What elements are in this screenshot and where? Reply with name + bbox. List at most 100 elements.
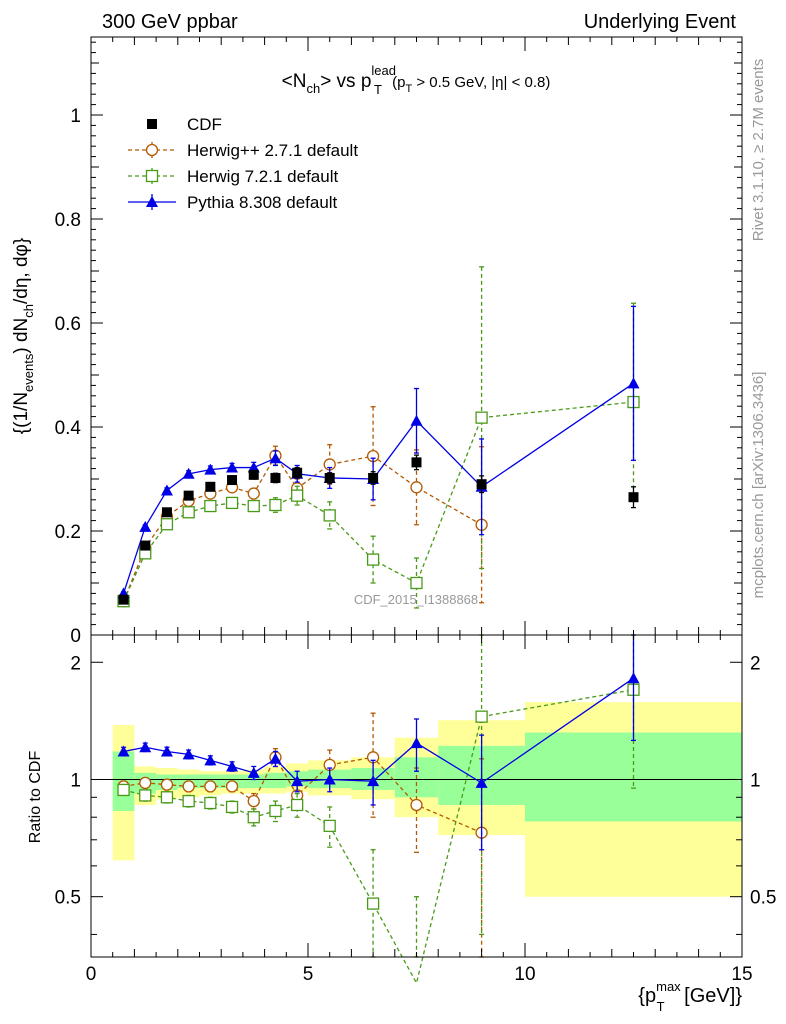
data-point-cdf (183, 490, 194, 501)
data-point-pythia-8-308-default (323, 773, 336, 785)
data-point-herwig-7-2-1-default (269, 498, 282, 512)
x-tick-label: 5 (303, 964, 314, 985)
rivet-version-label: Rivet 3.1.10, ≥ 2.7M events (750, 59, 767, 242)
legend-item-herwig-2-7-1-default: Herwig++ 2.7.1 default (128, 141, 358, 160)
legend-item-herwig-7-2-1-default: Herwig 7.2.1 default (128, 167, 338, 186)
mcplots-reference-label: mcplots.cern.ch [arXiv:1306.3436] (750, 372, 767, 599)
data-point-cdf (205, 481, 216, 492)
series-line-herwig-7-2-1-default (122, 401, 634, 602)
data-point-cdf (227, 475, 238, 486)
data-point-herwig-7-2-1-default (269, 804, 282, 818)
x-axis-label: {pmax T [GeV]} (638, 979, 742, 1014)
header-right-label: Underlying Event (584, 11, 737, 33)
data-point-herwig-7-2-1-default (323, 819, 336, 833)
main-y-tick-label: 0.2 (55, 522, 81, 543)
data-point-herwig-7-2-1-default (475, 411, 488, 424)
data-point-herwig-2-7-1-default (410, 798, 423, 812)
main-y-tick-label: 0 (70, 626, 81, 647)
data-point-cdf (118, 594, 129, 605)
data-point-herwig-7-2-1-default (160, 791, 174, 804)
main-y-tick-label: 0.4 (55, 418, 82, 439)
series-line-herwig-2-7-1-default (122, 454, 482, 602)
ratio-y-tick-label-right: 2 (750, 653, 761, 674)
data-point-herwig-7-2-1-default (204, 796, 217, 810)
legend-marker (145, 169, 159, 183)
data-point-herwig-7-2-1-default (366, 897, 380, 910)
main-plot-marks (117, 266, 640, 609)
ratio-y-tick-label-left: 0.5 (55, 888, 81, 909)
data-point-pythia-8-308-default (269, 752, 282, 764)
data-point-pythia-8-308-default (627, 377, 640, 389)
data-point-pythia-8-308-default (160, 484, 173, 496)
data-point-pythia-8-308-default (247, 766, 260, 778)
legend-label: Herwig 7.2.1 default (187, 167, 338, 186)
data-point-pythia-8-308-default (182, 467, 195, 479)
legend-label: Herwig++ 2.7.1 default (187, 141, 358, 160)
ratio-band-inner (264, 772, 287, 789)
main-y-axis-label: {(1/Nevents) dNch/dη, dφ} (11, 238, 36, 434)
data-point-pythia-8-308-default (410, 737, 423, 749)
data-point-herwig-7-2-1-default (475, 710, 488, 723)
data-point-pythia-8-308-default (367, 775, 380, 787)
data-point-cdf (476, 479, 487, 490)
data-point-herwig-7-2-1-default (160, 518, 174, 531)
legend: CDF Herwig++ 2.7.1 default Herwig 7.2.1 de… (128, 115, 358, 212)
data-point-herwig-2-7-1-default (225, 780, 239, 793)
data-point-cdf (628, 492, 639, 503)
data-point-pythia-8-308-default (291, 775, 304, 787)
data-point-herwig-7-2-1-default (225, 496, 239, 510)
chart-title: <Nch> vs plead T (pT > 0.5 GeV, |η| < 0.8… (282, 63, 551, 97)
data-point-cdf (140, 540, 151, 551)
data-point-herwig-2-7-1-default (204, 780, 217, 793)
data-point-cdf (248, 469, 259, 480)
data-point-herwig-7-2-1-default (323, 509, 336, 522)
axes: 00.20.40.60.810 5 10 150.5 0.51 12 2 (55, 36, 776, 985)
chart-title-text: <Nch> vs plead T (pT > 0.5 GeV, |η| < 0.8… (282, 63, 551, 97)
data-point-herwig-2-7-1-default (410, 481, 423, 494)
data-point-cdf (368, 472, 379, 483)
header-left-label: 300 GeV ppbar (102, 11, 238, 33)
data-point-herwig-7-2-1-default (247, 811, 260, 824)
data-point-herwig-2-7-1-default (247, 794, 260, 808)
main-y-tick-label: 1 (70, 106, 81, 127)
ratio-y-tick-label-left: 1 (70, 770, 81, 791)
data-point-cdf (411, 457, 422, 468)
analysis-watermark: CDF_2015_I1388868 (354, 592, 478, 607)
data-point-pythia-8-308-default (269, 452, 282, 464)
data-point-pythia-8-308-default (117, 745, 130, 757)
x-axis-label-text: {pmax T [GeV]} (638, 979, 742, 1014)
legend-marker (147, 119, 157, 129)
legend-label: CDF (187, 115, 222, 134)
data-point-herwig-7-2-1-default (290, 798, 304, 812)
data-point-pythia-8-308-default (139, 741, 152, 753)
ratio-y-axis-label: Ratio to CDF (27, 751, 44, 844)
data-point-pythia-8-308-default (247, 461, 260, 473)
series-line-pythia-8-308-default (123, 677, 634, 784)
main-y-axis-label-text: {(1/Nevents) dNch/dη, dφ} (11, 238, 36, 434)
data-point-herwig-2-7-1-default (247, 487, 260, 500)
data-point-pythia-8-308-default (226, 760, 239, 772)
data-point-herwig-7-2-1-default (225, 800, 239, 814)
data-point-pythia-8-308-default (627, 672, 640, 684)
data-point-cdf (161, 507, 172, 518)
data-point-pythia-8-308-default (182, 748, 195, 760)
data-point-herwig-7-2-1-default (366, 553, 380, 566)
data-point-cdf (270, 472, 281, 483)
data-point-herwig-7-2-1-default (139, 789, 152, 802)
data-point-herwig-2-7-1-default (182, 780, 195, 793)
x-tick-label: 15 (731, 964, 752, 985)
data-point-herwig-7-2-1-default (182, 506, 195, 519)
data-point-herwig-7-2-1-default (117, 783, 130, 797)
series-pythia-8-308-default (117, 634, 640, 851)
ratio-plot-marks (117, 634, 640, 985)
data-point-herwig-7-2-1-default (290, 489, 304, 502)
legend-label: Pythia 8.308 default (187, 193, 338, 212)
ratio-y-tick-label-right: 0.5 (750, 888, 776, 909)
data-point-pythia-8-308-default (226, 461, 239, 473)
data-point-herwig-7-2-1-default (247, 499, 260, 513)
data-point-pythia-8-308-default (139, 520, 152, 532)
x-tick-label: 10 (514, 964, 535, 985)
series-line-pythia-8-308-default (122, 382, 634, 594)
ratio-y-tick-label-left: 2 (70, 653, 81, 674)
